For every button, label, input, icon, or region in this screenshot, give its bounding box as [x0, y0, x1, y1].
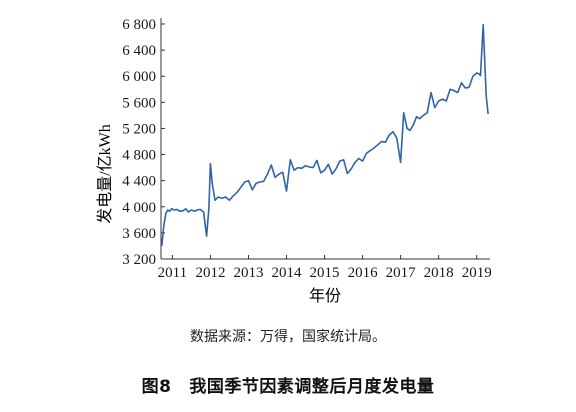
x-tick-label: 2017 [386, 265, 417, 281]
y-axis-label: 发电量/亿kWh [96, 124, 114, 224]
x-tick-label: 2013 [233, 265, 263, 281]
x-tick-label: 2012 [195, 265, 225, 281]
x-axis-label: 年份 [309, 287, 341, 305]
y-tick-label: 5 600 [122, 95, 156, 111]
x-tick-label: 2014 [272, 265, 303, 281]
y-tick-label: 4 000 [122, 200, 156, 216]
source-note: 数据来源：万得，国家统计局。 [190, 329, 386, 345]
figure-title: 我国季节因素调整后月度发电量 [189, 377, 435, 397]
line-chart: 3 200 3 600 4 000 4 400 4 800 5 200 5 600 6 000… [96, 17, 492, 305]
figure-caption: 图8 我国季节因素调整后月度发电量 [0, 372, 576, 397]
figure-number: 图8 [141, 377, 172, 397]
y-tick-label: 6 000 [122, 69, 156, 85]
plot-area [161, 23, 489, 246]
x-tick-label: 2018 [424, 265, 454, 281]
x-tick-label: 2015 [310, 265, 340, 281]
y-tick-label: 4 800 [122, 148, 156, 164]
y-tick-label: 6 400 [122, 43, 156, 59]
x-tick-label: 2016 [348, 265, 379, 281]
y-tick-label: 3 600 [122, 226, 156, 242]
y-tick-label: 5 200 [122, 121, 156, 137]
y-tick-label: 4 400 [122, 174, 156, 190]
x-axis: 2011 2012 2013 2014 2015 2016 2017 2018 2019 [158, 255, 492, 281]
y-axis: 3 200 3 600 4 000 4 400 4 800 5 200 5 600 6 000… [122, 17, 165, 268]
x-tick-label: 2019 [462, 265, 492, 281]
series-line [161, 23, 489, 246]
y-tick-label: 6 800 [122, 17, 156, 33]
y-tick-label: 3 200 [122, 252, 156, 268]
x-tick-label: 2011 [158, 265, 187, 281]
